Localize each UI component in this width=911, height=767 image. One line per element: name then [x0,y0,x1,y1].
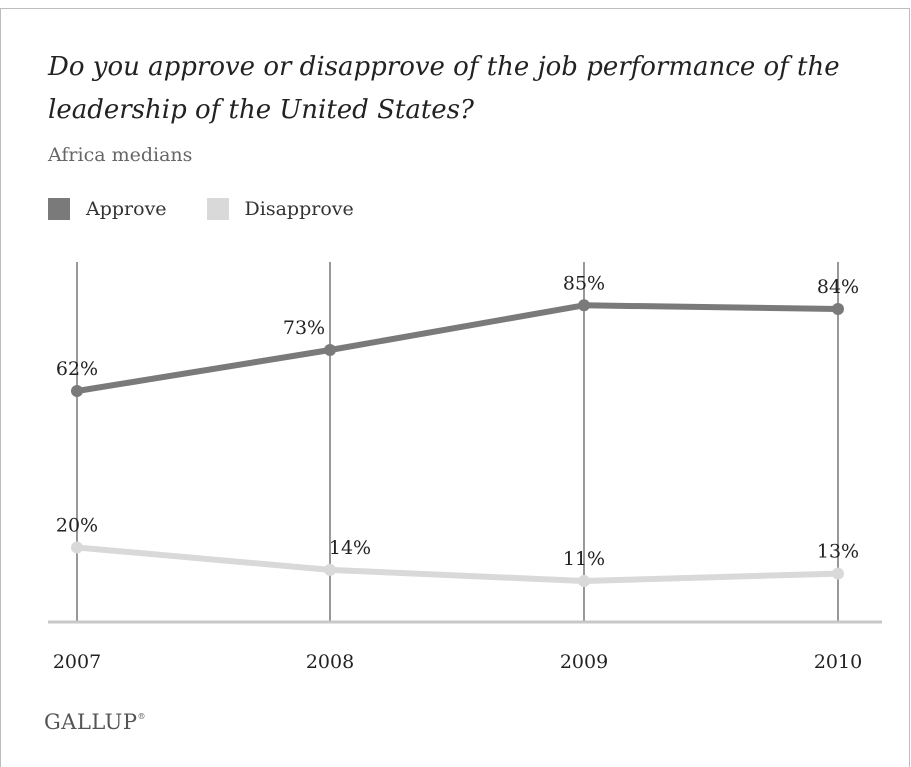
data-label-approve-2010: 84% [817,276,859,298]
data-label-disapprove-2010: 13% [817,541,859,563]
data-point-disapprove-2007 [71,541,83,553]
logo-text: GALLUP [44,710,138,734]
data-label-approve-2007: 62% [56,358,98,380]
data-point-approve-2010 [832,303,844,315]
data-point-approve-2009 [578,299,590,311]
data-label-disapprove-2008: 14% [329,537,371,559]
data-label-disapprove-2009: 11% [563,548,605,570]
data-label-approve-2009: 85% [563,272,605,294]
x-tick-label-2009: 2009 [560,651,608,673]
x-tick-label-2007: 2007 [53,651,101,673]
x-tick-label-2010: 2010 [814,651,862,673]
x-tick-label-2008: 2008 [306,651,354,673]
registered-mark-icon: ® [138,712,147,721]
series-line-approve [77,305,838,391]
data-point-approve-2008 [324,344,336,356]
data-point-disapprove-2010 [832,568,844,580]
series-line-disapprove [77,547,838,581]
data-label-disapprove-2007: 20% [56,514,98,536]
data-point-disapprove-2009 [578,575,590,587]
data-point-approve-2007 [71,385,83,397]
data-label-approve-2008: 73% [283,317,325,339]
gallup-logo: GALLUP® [44,710,146,734]
data-point-disapprove-2008 [324,564,336,576]
